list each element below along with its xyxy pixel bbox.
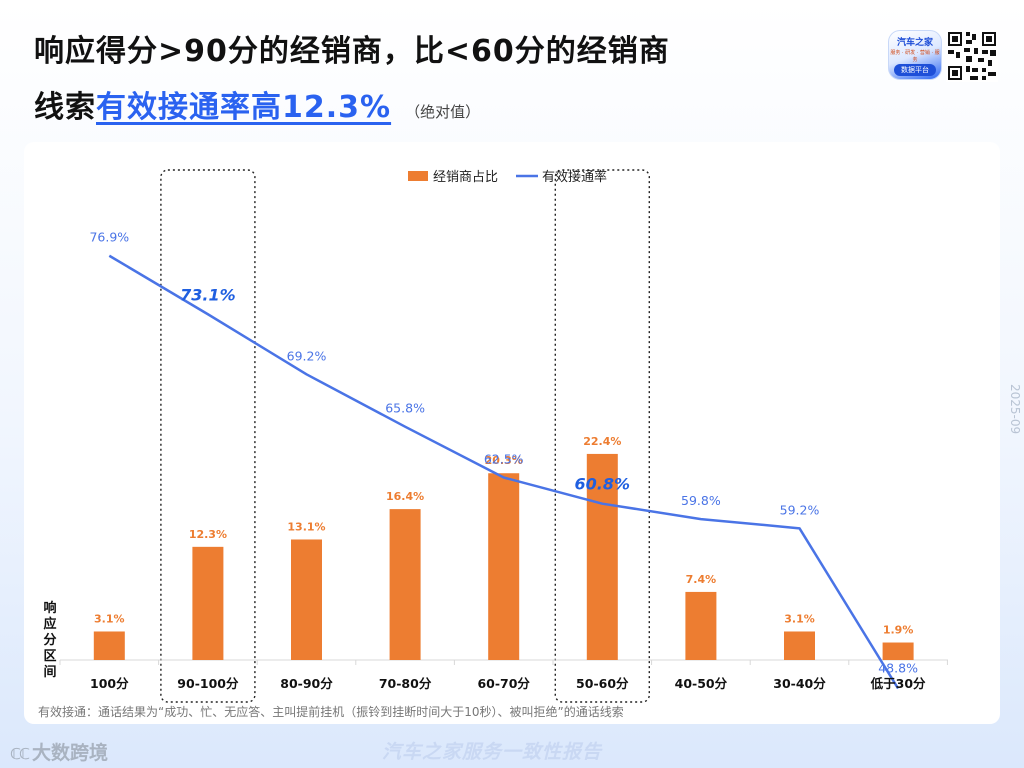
bar xyxy=(784,631,815,660)
x-axis-title-char: 分 xyxy=(43,632,56,648)
bar-data-label: 20.3% xyxy=(485,454,523,467)
qr-code-icon xyxy=(946,30,998,82)
page-title: 响应得分>90分的经销商，比<60分的经销商 xyxy=(34,34,670,69)
brand-watermark-text: 大数跨境 xyxy=(32,742,109,764)
line-data-label: 62.5% xyxy=(484,452,524,467)
bar-data-label: 16.4% xyxy=(386,490,424,503)
x-axis-title-char: 区 xyxy=(43,649,56,664)
legend-line-label: 有效接通率 xyxy=(542,169,607,185)
bar xyxy=(291,539,322,660)
x-tick-label: 90-100分 xyxy=(177,676,239,691)
date-label: 2025-09 xyxy=(1008,384,1022,435)
x-tick-label: 30-40分 xyxy=(773,676,826,691)
line-data-label: 76.9% xyxy=(89,230,129,245)
line-data-label: 48.8% xyxy=(878,660,918,675)
logo-text: 汽车之家 xyxy=(896,38,933,48)
bar xyxy=(192,546,224,660)
bar xyxy=(685,591,717,660)
line-data-label: 65.8% xyxy=(385,401,425,416)
logo-badge-label: 数据平台 xyxy=(894,64,936,76)
bar-data-label: 3.1% xyxy=(94,612,125,625)
highlight-box xyxy=(160,169,256,703)
bar xyxy=(586,453,618,660)
line-series xyxy=(108,254,900,690)
subtitle-prefix: 线索 xyxy=(34,90,96,125)
bar-data-label: 12.3% xyxy=(189,528,227,541)
page-subtitle: 线索有效接通率高12.3% （绝对值） xyxy=(34,82,480,126)
line-data-label: 73.1% xyxy=(180,285,236,304)
bar xyxy=(882,642,914,660)
bar xyxy=(93,631,125,660)
bar-data-label: 7.4% xyxy=(686,573,717,586)
subtitle-note: （绝对值） xyxy=(405,103,481,121)
autohome-logo: 汽车之家 服务 · 研发 · 营销 · 服务 数据平台 xyxy=(888,30,942,80)
x-tick-label: 100分 xyxy=(90,676,129,691)
x-axis-title-char: 应 xyxy=(43,616,56,632)
line-data-label: 69.2% xyxy=(287,348,327,363)
x-tick-label: 70-80分 xyxy=(379,676,432,691)
bar-data-label: 22.4% xyxy=(583,435,621,448)
x-axis-title-char: 响 xyxy=(43,600,56,616)
x-tick-label: 60-70分 xyxy=(477,676,530,691)
bar-data-label: 13.1% xyxy=(287,520,325,533)
legend-bar-label: 经销商占比 xyxy=(433,170,498,185)
footnote: 有效接通：通话结果为“成功、忙、无应答、主叫提前挂机（振铃到挂断时间大于10秒）… xyxy=(38,705,624,719)
bar xyxy=(389,509,421,660)
line-data-label: 59.2% xyxy=(780,502,820,517)
x-axis-title-char: 间 xyxy=(43,664,56,680)
line-data-label: 60.8% xyxy=(575,475,631,494)
x-tick-label: 80-90分 xyxy=(280,676,333,691)
brand-watermark: ℂℂ 大数跨境 xyxy=(10,738,108,765)
x-tick-label: 50-60分 xyxy=(576,676,629,691)
logo-subtext: 服务 · 研发 · 营销 · 服务 xyxy=(890,50,940,63)
bar xyxy=(488,473,520,660)
report-watermark: 汽车之家服务一致性报告 xyxy=(382,741,603,763)
line-data-label: 59.8% xyxy=(681,493,721,508)
brand-mark-icon: ℂℂ xyxy=(10,745,30,763)
legend-bar-swatch xyxy=(408,171,428,181)
bar-data-label: 3.1% xyxy=(784,612,815,625)
subtitle-highlight: 有效接通率高12.3% xyxy=(96,90,392,125)
highlight-box xyxy=(554,169,650,703)
bar-data-label: 1.9% xyxy=(883,624,914,637)
x-tick-label: 40-50分 xyxy=(675,676,728,691)
x-tick-label: 低于30分 xyxy=(870,676,926,691)
